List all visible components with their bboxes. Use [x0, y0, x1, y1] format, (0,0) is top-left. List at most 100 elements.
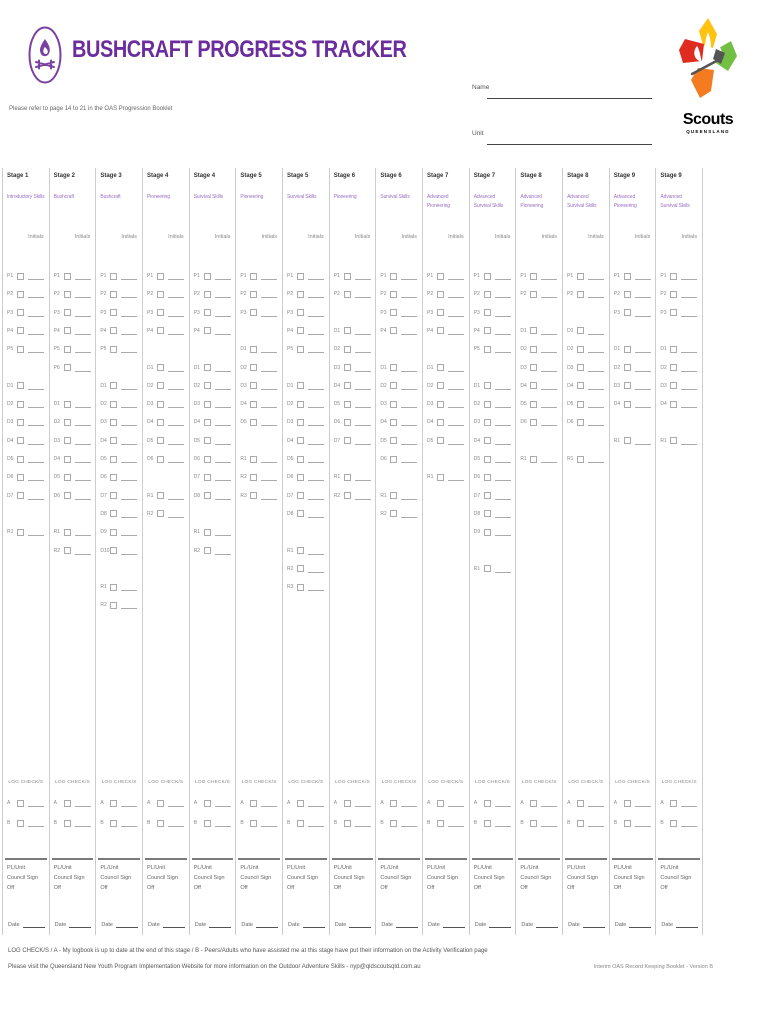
item-checkbox[interactable] — [63, 492, 71, 500]
initials-line[interactable] — [28, 407, 44, 409]
item-checkbox[interactable] — [483, 272, 491, 280]
initials-line[interactable] — [681, 297, 698, 299]
initials-line[interactable] — [28, 535, 44, 537]
item-checkbox[interactable] — [577, 382, 585, 390]
item-checkbox[interactable] — [483, 799, 491, 807]
item-checkbox[interactable] — [530, 400, 538, 408]
item-checkbox[interactable] — [623, 382, 631, 390]
item-checkbox[interactable] — [437, 819, 445, 827]
initials-line[interactable] — [354, 297, 371, 299]
initials-line[interactable] — [588, 826, 605, 827]
initials-line[interactable] — [401, 826, 418, 827]
date-line[interactable] — [22, 919, 45, 928]
item-checkbox[interactable] — [437, 437, 445, 445]
item-checkbox[interactable] — [157, 510, 165, 518]
item-checkbox[interactable] — [343, 418, 351, 426]
item-checkbox[interactable] — [530, 364, 538, 371]
item-checkbox[interactable] — [390, 799, 398, 807]
date-line[interactable] — [349, 919, 372, 928]
item-checkbox[interactable] — [157, 492, 165, 500]
initials-line[interactable] — [448, 826, 465, 827]
initials-line[interactable] — [634, 370, 651, 372]
initials-line[interactable] — [74, 352, 91, 354]
item-checkbox[interactable] — [343, 492, 351, 500]
date-line[interactable] — [69, 919, 92, 928]
item-checkbox[interactable] — [670, 382, 678, 390]
item-checkbox[interactable] — [17, 418, 24, 426]
item-checkbox[interactable] — [63, 455, 71, 463]
date-line[interactable] — [302, 919, 325, 928]
item-checkbox[interactable] — [483, 327, 491, 335]
initials-line[interactable] — [214, 826, 231, 827]
initials-line[interactable] — [354, 806, 371, 807]
initials-line[interactable] — [28, 480, 44, 482]
initials-line[interactable] — [168, 407, 185, 409]
initials-line[interactable] — [494, 333, 511, 335]
initials-line[interactable] — [214, 553, 231, 555]
date-line[interactable] — [162, 919, 185, 928]
initials-line[interactable] — [494, 388, 511, 390]
item-checkbox[interactable] — [483, 309, 491, 317]
item-checkbox[interactable] — [63, 272, 71, 280]
initials-line[interactable] — [261, 806, 278, 807]
item-checkbox[interactable] — [110, 400, 118, 408]
item-checkbox[interactable] — [670, 290, 678, 298]
item-checkbox[interactable] — [17, 455, 24, 463]
item-checkbox[interactable] — [157, 327, 165, 335]
item-checkbox[interactable] — [483, 418, 491, 426]
item-checkbox[interactable] — [110, 547, 118, 554]
initials-line[interactable] — [588, 407, 605, 409]
initials-line[interactable] — [168, 806, 185, 807]
initials-line[interactable] — [168, 388, 185, 390]
initials-line[interactable] — [354, 352, 371, 354]
date-line[interactable] — [489, 919, 512, 928]
initials-line[interactable] — [634, 443, 651, 445]
item-checkbox[interactable] — [157, 272, 165, 280]
initials-line[interactable] — [354, 826, 371, 827]
initials-line[interactable] — [261, 498, 278, 500]
initials-line[interactable] — [588, 462, 605, 463]
item-checkbox[interactable] — [390, 510, 398, 518]
initials-line[interactable] — [28, 826, 44, 827]
item-checkbox[interactable] — [203, 437, 211, 445]
item-checkbox[interactable] — [203, 364, 211, 371]
initials-line[interactable] — [401, 279, 418, 280]
initials-line[interactable] — [214, 462, 231, 463]
item-checkbox[interactable] — [437, 382, 445, 390]
initials-line[interactable] — [494, 826, 511, 827]
initials-line[interactable] — [541, 333, 558, 335]
item-checkbox[interactable] — [63, 437, 71, 445]
initials-line[interactable] — [588, 333, 605, 335]
item-checkbox[interactable] — [203, 819, 211, 827]
item-checkbox[interactable] — [343, 345, 351, 353]
item-checkbox[interactable] — [17, 290, 24, 298]
initials-line[interactable] — [308, 443, 325, 445]
initials-line[interactable] — [634, 388, 651, 390]
item-checkbox[interactable] — [250, 799, 258, 807]
item-checkbox[interactable] — [63, 819, 71, 827]
initials-line[interactable] — [74, 462, 91, 463]
initials-line[interactable] — [494, 297, 511, 299]
initials-line[interactable] — [308, 315, 325, 317]
item-checkbox[interactable] — [297, 309, 305, 317]
initials-line[interactable] — [168, 333, 185, 335]
initials-line[interactable] — [541, 407, 558, 409]
item-checkbox[interactable] — [437, 473, 445, 481]
initials-line[interactable] — [74, 480, 91, 482]
date-line[interactable] — [582, 919, 605, 928]
initials-line[interactable] — [214, 806, 231, 807]
initials-line[interactable] — [121, 535, 138, 537]
item-checkbox[interactable] — [157, 309, 165, 317]
initials-line[interactable] — [121, 480, 138, 482]
initials-line[interactable] — [214, 333, 231, 335]
initials-line[interactable] — [308, 407, 325, 409]
initials-line[interactable] — [168, 443, 185, 445]
item-checkbox[interactable] — [203, 473, 211, 481]
initials-line[interactable] — [261, 279, 278, 280]
item-checkbox[interactable] — [17, 309, 24, 317]
initials-line[interactable] — [214, 370, 231, 372]
initials-line[interactable] — [214, 279, 231, 280]
initials-line[interactable] — [308, 425, 325, 427]
item-checkbox[interactable] — [483, 473, 491, 481]
initials-line[interactable] — [354, 407, 371, 409]
